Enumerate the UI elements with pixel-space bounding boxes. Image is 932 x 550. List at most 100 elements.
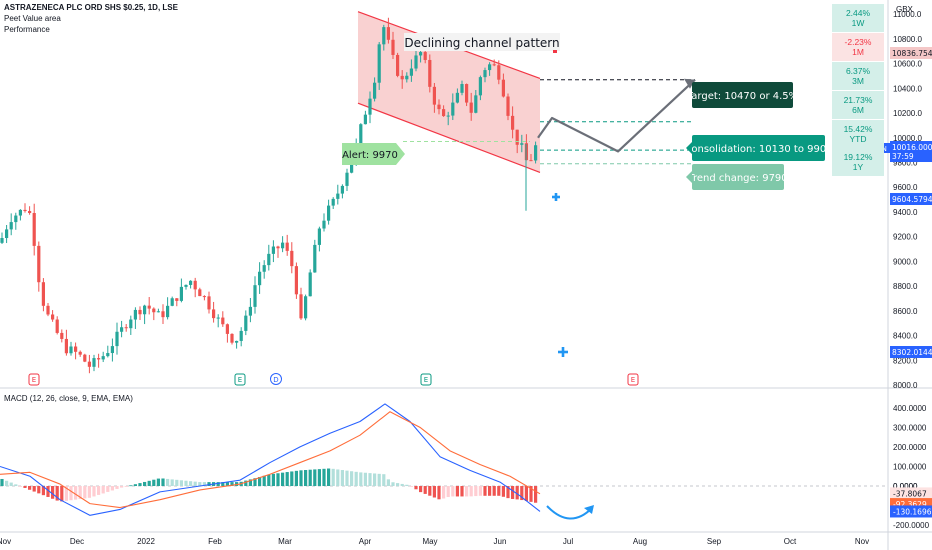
performance-cell-1w: 2.44% 1W <box>832 4 884 32</box>
macd-title[interactable]: MACD (12, 26, close, 9, EMA, EMA) <box>4 394 133 403</box>
candle-body <box>345 172 349 186</box>
macd-hist-bar <box>115 486 119 489</box>
candle-body <box>455 92 459 103</box>
event-marker: D <box>270 373 282 385</box>
price-tick-label: 8000.0 <box>893 381 918 390</box>
macd-hist-bar <box>156 478 160 487</box>
candle-body <box>281 242 285 249</box>
candle-body <box>55 319 59 333</box>
macd-hist-bar <box>363 472 367 487</box>
candle-body <box>294 266 298 295</box>
performance-period: 1Y <box>852 162 864 172</box>
macd-tick-label: -200.0000 <box>893 521 930 530</box>
macd-hist-bar <box>129 485 133 487</box>
macd-hist-bar <box>488 486 492 496</box>
candle-body <box>308 272 312 297</box>
indicator-peet-value-area[interactable]: Peet Value area <box>4 14 61 23</box>
macd-hist-bar <box>138 483 142 487</box>
macd-hist-bar <box>511 486 515 499</box>
candle-body <box>488 64 492 71</box>
performance-cell-1m: -2.23% 1M <box>832 33 884 61</box>
candle-body <box>207 296 211 310</box>
macd-hist-bar <box>317 469 321 487</box>
candle-body <box>373 82 377 99</box>
macd-hist-bar <box>198 482 202 487</box>
macd-hist-bar <box>5 480 9 487</box>
candle-body <box>170 298 174 306</box>
time-tick-label: May <box>422 537 437 546</box>
macd-hist-bar <box>55 486 59 501</box>
candle-body <box>511 115 515 130</box>
candle-body <box>32 213 36 246</box>
macd-hist-bar <box>432 486 436 498</box>
indicator-performance[interactable]: Performance <box>4 25 50 34</box>
candle-body <box>350 160 354 173</box>
candle-body <box>161 311 165 318</box>
macd-hist-bar <box>60 486 64 502</box>
earnings-marker-icon <box>420 373 432 386</box>
candle-body <box>534 145 538 161</box>
time-tick-label: 2022 <box>137 537 155 546</box>
earnings-marker-text: E <box>32 376 36 384</box>
candle-body <box>460 84 464 93</box>
macd-zero-tag: 0.0000 <box>893 482 918 491</box>
macd-hist-bar <box>207 482 211 487</box>
event-marker: E <box>627 373 639 386</box>
macd-tick-label: 0.0000 <box>893 482 918 491</box>
currency-label: GBX <box>896 5 914 14</box>
candle-body <box>23 209 27 212</box>
macd-hist-bar <box>290 471 294 487</box>
performance-value: 21.73% <box>843 95 873 105</box>
candle-body <box>5 229 9 239</box>
macd-hist-bar <box>276 473 280 487</box>
candle-body <box>419 52 423 56</box>
candle-body <box>386 27 390 40</box>
candle-body <box>101 356 105 360</box>
macd-hist-bar <box>74 486 78 500</box>
macd-hist-bar <box>359 472 363 487</box>
candle-body <box>115 331 119 347</box>
event-marker: E <box>28 373 40 386</box>
macd-hist-bar <box>428 486 432 496</box>
macd-value-tag: -92.3629 <box>893 500 927 509</box>
candle-body <box>363 114 367 125</box>
macd-hist-bar <box>170 479 174 487</box>
candle-body <box>262 265 266 272</box>
candle-body <box>428 59 432 87</box>
candle-body <box>97 358 101 360</box>
macd-hist-bar <box>37 486 41 494</box>
macd-hist-bar <box>106 486 110 492</box>
performance-period: 1W <box>851 18 865 28</box>
performance-period: YTD <box>849 134 867 144</box>
macd-hist-bar <box>124 486 128 487</box>
macd-hist-bar <box>520 486 524 501</box>
performance-value: -2.23% <box>844 37 872 47</box>
candle-body <box>179 286 183 301</box>
macd-hist-bar <box>354 471 358 487</box>
macd-hist-bar <box>506 486 510 499</box>
macd-hist-tag-bg <box>890 505 932 518</box>
candle-body <box>239 330 243 341</box>
candle-body <box>198 289 202 297</box>
time-tick-label: Apr <box>359 537 372 546</box>
countdown-tag: 37:59 <box>892 152 914 161</box>
time-tick-label: Mar <box>278 537 292 546</box>
candle-body <box>336 193 340 199</box>
macd-hist-bar <box>152 479 156 487</box>
candle-body <box>414 55 418 69</box>
macd-hist-bar <box>69 486 73 501</box>
macd-hist-bar <box>350 471 354 487</box>
time-tick-label: Oct <box>784 537 797 546</box>
macd-hist-bar <box>166 478 170 487</box>
macd-hist-bar <box>455 486 459 497</box>
trend-change-label-text: Trend change: 9790 <box>687 173 787 184</box>
price-tick-label: 9800.0 <box>893 159 918 168</box>
candle-body <box>271 246 275 254</box>
candle-body <box>152 308 156 313</box>
trend-change-pointer <box>686 171 692 183</box>
candle-body <box>253 285 257 307</box>
macd-histogram <box>0 468 538 503</box>
performance-period: 3M <box>852 76 864 86</box>
macd-hist-bar <box>373 473 377 487</box>
